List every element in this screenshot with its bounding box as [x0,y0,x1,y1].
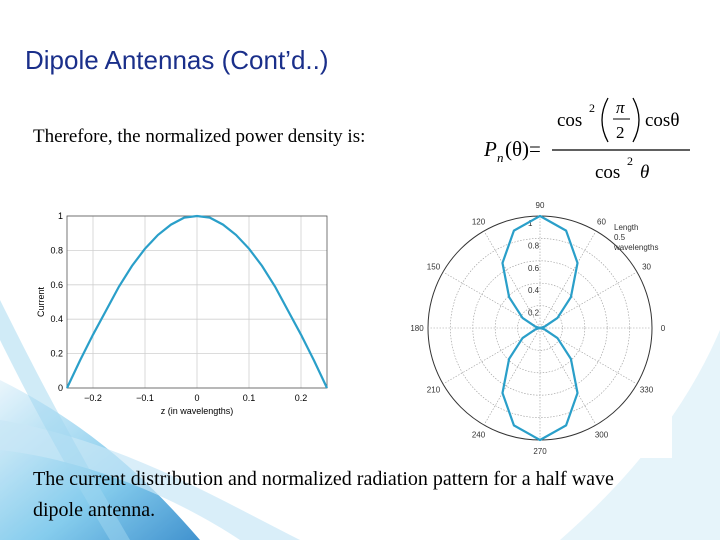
x-tick-label: 0.2 [295,393,308,403]
grid-spoke [483,230,541,329]
x-tick-label: −0.2 [84,393,102,403]
y-tick-label: 0.2 [50,349,63,359]
formula-part: 2 [616,123,625,142]
theta-tick-label: 150 [427,263,441,272]
y-tick-label: 0.6 [50,280,63,290]
r-tick-label: 0.8 [528,241,540,250]
y-tick-label: 0 [58,383,63,393]
x-tick-label: 0.1 [243,393,256,403]
formula-part: P [483,137,497,161]
x-tick-label: −0.1 [136,393,154,403]
theta-tick-label: 240 [472,431,486,440]
theta-tick-label: 60 [597,217,606,226]
paren [632,97,640,143]
r-tick-label: 1 [528,219,533,228]
theta-tick-label: 30 [642,263,651,272]
formula-part: cos [557,110,582,131]
grid-circle [450,238,630,418]
annotation: 0.5 [614,233,626,242]
formula-part: 2 [627,154,633,168]
body-text: Therefore, the normalized power density … [33,126,365,147]
x-tick-label: 0 [194,393,199,403]
grid-spoke [539,327,597,426]
grid-spoke [483,327,541,426]
theta-tick-label: 300 [595,431,609,440]
formula-part: n [497,150,504,165]
theta-tick-label: 270 [533,447,547,456]
caption-line: The current distribution and normalized … [33,468,614,490]
formula-part: θ [640,162,649,183]
r-tick-label: 0.6 [528,264,540,273]
x-axis-label: z (in wavelengths) [161,406,234,416]
formula-part: 2 [589,101,595,115]
pattern [501,214,579,442]
grid-circle [494,282,586,374]
theta-tick-label: 330 [640,386,654,395]
slide-title: Dipole Antennas (Cont’d..) [25,45,329,75]
annotation: Length [614,223,638,232]
theta-tick-label: 90 [536,201,545,210]
paren [601,97,609,143]
formula-part: cosθ [645,110,679,131]
polar-background [375,197,672,458]
y-tick-label: 0.8 [50,245,63,255]
theta-tick-label: 180 [410,324,424,333]
theta-tick-label: 120 [472,217,486,226]
r-tick-label: 0.4 [528,286,540,295]
grid-spoke [539,230,597,329]
formula-part: π [616,98,625,117]
y-tick-label: 1 [58,211,63,221]
formula: P n (θ)= cos 2 π 2 cosθ cos 2 θ [483,97,690,183]
theta-tick-label: 0 [661,324,666,333]
decoration [0,300,720,540]
caption-line: dipole antenna. [33,499,155,521]
theta-tick-label: 210 [427,386,441,395]
formula-part: cos [595,162,620,183]
annotation: wavelengths [613,243,658,252]
formula-part: (θ)= [505,137,541,161]
y-axis-label: Current [36,286,46,317]
line [66,214,328,389]
r-tick-label: 0.2 [528,309,540,318]
y-tick-label: 0.4 [50,314,63,324]
